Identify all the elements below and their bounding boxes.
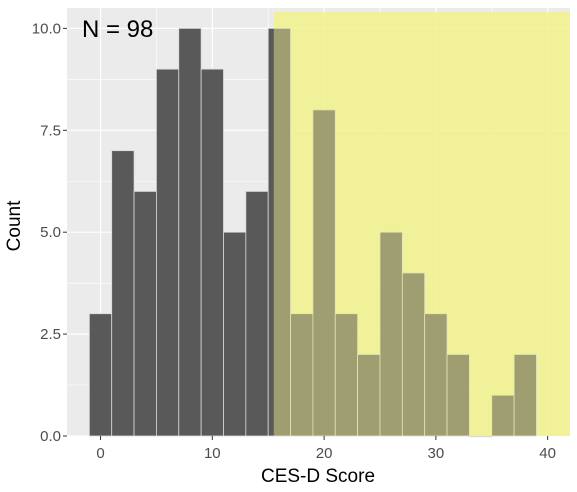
histogram-bar [178,27,202,437]
axis-ticks: 0.0 2.5 5.0 7.5 10.0 0 10 20 30 40 [32,20,556,462]
y-tick-label: 5.0 [40,224,61,241]
histogram-bar [223,231,247,437]
y-axis-title: Count [4,200,25,251]
x-tick-label: 40 [539,445,556,462]
histogram-bar [513,354,537,437]
histogram-bar [267,27,291,437]
x-tick-label: 30 [428,445,445,462]
highlight-overlay [273,12,570,436]
bars [88,27,537,438]
histogram-bar [156,68,180,437]
x-tick-label: 10 [204,445,221,462]
histogram-bar [88,313,113,437]
x-tick-label: 0 [96,445,104,462]
y-tick-label: 0.0 [40,428,61,445]
x-axis-title: CES-D Score [261,466,375,487]
sample-size-annotation: N = 98 [82,16,153,43]
histogram-bar [446,354,470,437]
histogram-bar [133,191,157,437]
histogram-bar [200,68,224,437]
x-tick-label: 20 [316,445,333,462]
histogram-bar [245,191,269,437]
y-tick-label: 2.5 [40,326,61,343]
y-tick-label: 7.5 [40,122,61,139]
y-tick-label: 10.0 [32,20,61,37]
histogram-bar [111,150,135,437]
histogram-bar [468,435,493,438]
